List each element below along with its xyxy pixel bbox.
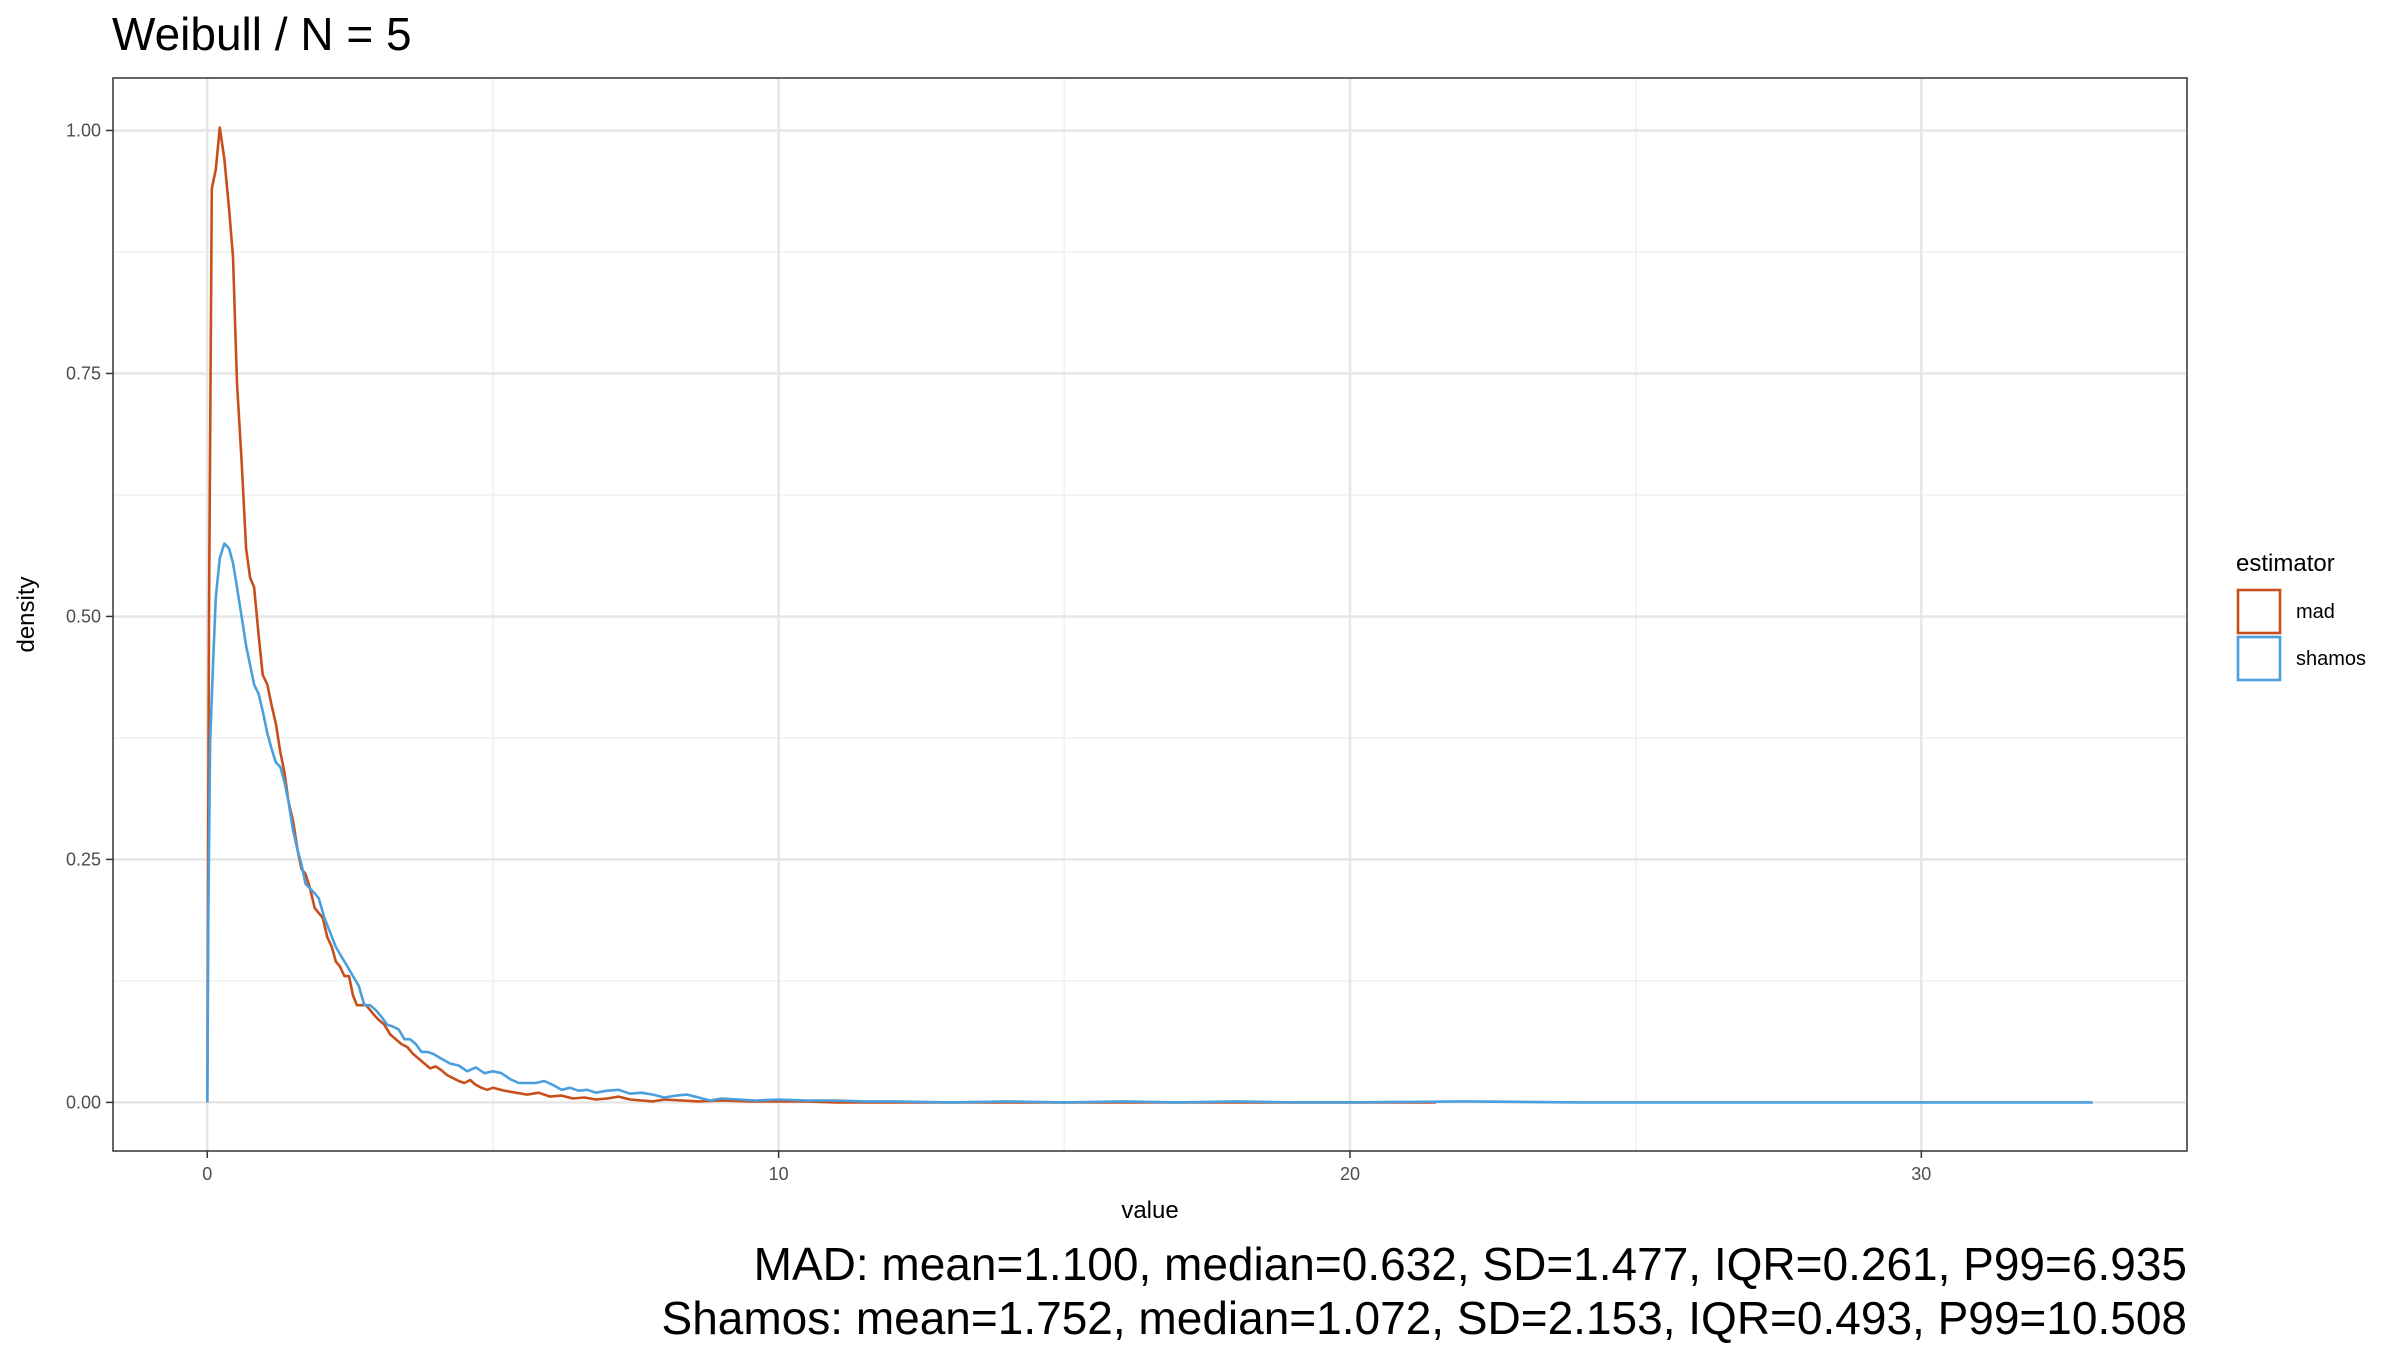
grid-minor <box>113 78 2187 1151</box>
plot-background <box>113 78 2187 1151</box>
x-axis-title: value <box>1121 1197 1178 1224</box>
y-axis: 0.00 0.25 0.50 0.75 1.00 <box>66 120 113 1112</box>
legend-key-shamos <box>2236 635 2282 682</box>
legend-items: mad shamos <box>2236 588 2366 682</box>
legend-label-shamos: shamos <box>2296 648 2366 670</box>
legend-key-mad <box>2236 588 2282 635</box>
caption-shamos-stats: Shamos: mean=1.752, median=1.072, SD=2.1… <box>662 1292 2187 1344</box>
plot-border <box>112 77 2188 1152</box>
series-lines <box>206 126 2093 1104</box>
series-line-mad <box>206 126 1436 1104</box>
series-line-shamos <box>206 542 2093 1104</box>
y-tick-label: 0.50 <box>66 606 101 626</box>
y-axis-title: density <box>13 576 40 652</box>
legend: estimator mad shamos <box>2236 550 2366 682</box>
x-tick-label: 20 <box>1340 1164 1360 1184</box>
legend-title: estimator <box>2236 550 2335 577</box>
x-axis: 0 10 20 30 <box>202 1151 1931 1184</box>
caption-mad-stats: MAD: mean=1.100, median=0.632, SD=1.477,… <box>754 1238 2187 1290</box>
y-tick-label: 0.75 <box>66 363 101 383</box>
y-tick-label: 0.25 <box>66 849 101 869</box>
x-tick-label: 30 <box>1911 1164 1931 1184</box>
chart-title: Weibull / N = 5 <box>112 8 412 60</box>
x-tick-label: 10 <box>769 1164 789 1184</box>
y-tick-label: 1.00 <box>66 120 101 140</box>
plot-panel <box>112 77 2188 1152</box>
x-tick-label: 0 <box>202 1164 212 1184</box>
grid-major <box>113 78 2187 1151</box>
legend-label-mad: mad <box>2296 601 2335 623</box>
y-tick-label: 0.00 <box>66 1092 101 1112</box>
